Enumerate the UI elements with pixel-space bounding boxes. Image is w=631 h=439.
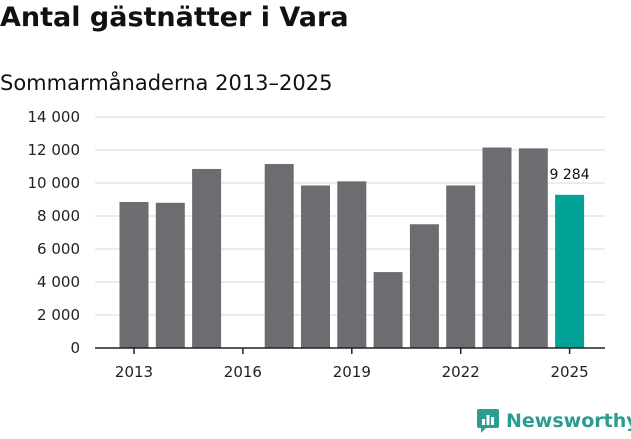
x-tick-label: 2025 bbox=[551, 363, 589, 381]
y-tick-label: 2 000 bbox=[37, 306, 80, 324]
y-tick-label: 14 000 bbox=[28, 108, 81, 126]
bar-2022 bbox=[446, 185, 476, 348]
y-tick-label: 0 bbox=[70, 339, 80, 357]
bar-2021 bbox=[409, 224, 439, 348]
newsworthy-logo: Newsworthy bbox=[476, 408, 631, 434]
bar-2013 bbox=[119, 201, 149, 348]
y-tick-label: 10 000 bbox=[28, 174, 81, 192]
x-tick-label: 2016 bbox=[224, 363, 262, 381]
bar-2015 bbox=[192, 168, 222, 348]
x-tick-label: 2013 bbox=[115, 363, 153, 381]
bar-2025 bbox=[555, 194, 585, 348]
bar-2024 bbox=[518, 148, 548, 348]
data-labels: 9 284 bbox=[550, 167, 590, 183]
bars bbox=[119, 147, 585, 348]
chart-title: Antal gästnätter i Vara bbox=[0, 2, 349, 33]
chart-subtitle: Sommarmånaderna 2013–2025 bbox=[0, 71, 333, 95]
y-tick-label: 8 000 bbox=[37, 207, 80, 225]
brand-name: Newsworthy bbox=[506, 410, 631, 432]
bar-2023 bbox=[482, 147, 512, 348]
x-tick-label: 2019 bbox=[333, 363, 371, 381]
bar-2019 bbox=[337, 181, 367, 348]
y-tick-label: 6 000 bbox=[37, 240, 80, 258]
axes: 0 2 000 4 000 6 000 8 000 10 000 12 000 14 000 2… bbox=[28, 108, 605, 381]
bar-2018 bbox=[301, 185, 330, 348]
y-tick-label: 12 000 bbox=[28, 141, 81, 159]
y-tick-label: 4 000 bbox=[37, 273, 80, 291]
bar-2017 bbox=[264, 164, 294, 348]
data-label: 9 284 bbox=[550, 167, 590, 183]
newsworthy-icon bbox=[477, 409, 499, 433]
bar-2020 bbox=[373, 272, 403, 348]
x-tick-label: 2022 bbox=[442, 363, 480, 381]
bar-2014 bbox=[155, 202, 185, 348]
